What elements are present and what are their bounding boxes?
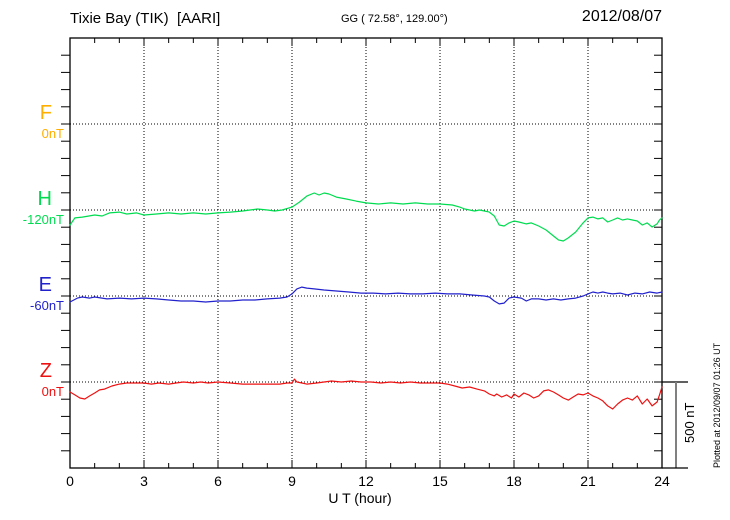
channel-label-e: E <box>38 274 52 296</box>
plotted-at-note: Plotted at 2012/09/07 01:26 UT <box>712 342 722 468</box>
channel-baseline-label-f: 0nT <box>41 126 64 141</box>
plot-frame <box>69 37 663 469</box>
x-tick-label-15: 15 <box>432 473 448 489</box>
channel-baseline-label-z: 0nT <box>41 384 64 399</box>
channel-baseline-label-h: -120nT <box>22 212 64 227</box>
channel-label-z: Z <box>39 360 52 382</box>
station-title: Tixie Bay (TIK) [AARI] <box>70 10 221 27</box>
channel-baseline-label-e: -60nT <box>30 298 64 313</box>
x-axis-label: U T (hour) <box>328 490 392 506</box>
trace-e <box>69 286 663 305</box>
x-tick-label-3: 3 <box>140 473 148 489</box>
geographic-coordinates: GG ( 72.58°, 129.00°) <box>341 13 448 25</box>
x-tick-label-21: 21 <box>580 473 596 489</box>
scale-bar-label: 500 nT <box>682 402 697 443</box>
x-tick-label-6: 6 <box>214 473 222 489</box>
trace-h <box>69 192 663 242</box>
x-tick-label-9: 9 <box>288 473 296 489</box>
x-tick-label-0: 0 <box>66 473 74 489</box>
x-tick-label-24: 24 <box>654 473 670 489</box>
channel-label-h: H <box>37 188 52 210</box>
x-tick-label-12: 12 <box>358 473 374 489</box>
plot-date: 2012/08/07 <box>581 8 662 25</box>
trace-z <box>69 378 663 410</box>
x-tick-label-18: 18 <box>506 473 522 489</box>
channel-label-f: F <box>39 102 52 124</box>
